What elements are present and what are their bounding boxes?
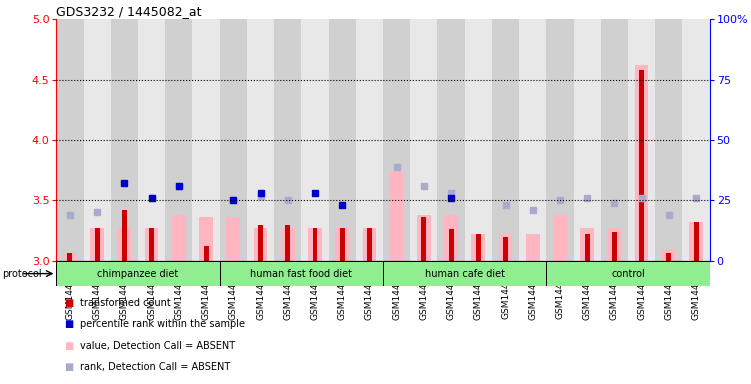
Bar: [274, 19, 301, 261]
Bar: [339, 228, 345, 261]
Bar: [192, 19, 219, 261]
Bar: [421, 217, 427, 261]
Bar: [581, 228, 594, 261]
Bar: [95, 228, 100, 261]
Text: human fast food diet: human fast food diet: [250, 268, 352, 279]
Bar: [417, 215, 430, 261]
Bar: [199, 217, 213, 261]
Bar: [281, 228, 294, 261]
Text: ■: ■: [64, 298, 73, 308]
Bar: [165, 19, 192, 261]
Bar: [90, 228, 104, 261]
Bar: [308, 228, 321, 261]
Bar: [689, 222, 703, 261]
Bar: [628, 19, 655, 261]
Bar: [356, 19, 383, 261]
Bar: [683, 19, 710, 261]
Text: chimpanzee diet: chimpanzee diet: [98, 268, 179, 279]
Bar: [612, 232, 617, 261]
Bar: [666, 253, 671, 261]
Text: transformed count: transformed count: [80, 298, 171, 308]
Bar: [410, 19, 437, 261]
Bar: [694, 222, 698, 261]
Bar: [601, 19, 628, 261]
Bar: [476, 234, 481, 261]
Bar: [118, 228, 131, 261]
Bar: [445, 215, 458, 261]
Bar: [285, 225, 290, 261]
Text: ■: ■: [64, 341, 73, 351]
Bar: [492, 19, 519, 261]
Text: human cafe diet: human cafe diet: [424, 268, 505, 279]
Bar: [465, 19, 492, 261]
Bar: [56, 19, 83, 261]
Bar: [383, 261, 547, 286]
Bar: [219, 19, 247, 261]
Bar: [519, 19, 546, 261]
Bar: [547, 261, 710, 286]
Bar: [172, 215, 185, 261]
Text: ■: ■: [64, 362, 73, 372]
Bar: [138, 19, 165, 261]
Bar: [390, 171, 403, 261]
Bar: [219, 261, 383, 286]
Bar: [122, 210, 127, 261]
Bar: [258, 225, 263, 261]
Bar: [472, 234, 485, 261]
Text: rank, Detection Call = ABSENT: rank, Detection Call = ABSENT: [80, 362, 231, 372]
Bar: [503, 237, 508, 261]
Bar: [301, 19, 328, 261]
Bar: [585, 234, 590, 261]
Text: control: control: [611, 268, 645, 279]
Bar: [639, 70, 644, 261]
Bar: [145, 228, 158, 261]
Bar: [254, 228, 267, 261]
Bar: [63, 253, 77, 261]
Bar: [448, 229, 454, 261]
Text: percentile rank within the sample: percentile rank within the sample: [80, 319, 246, 329]
Text: protocol: protocol: [2, 268, 42, 279]
Bar: [56, 261, 219, 286]
Bar: [662, 249, 676, 261]
Bar: [635, 65, 648, 261]
Bar: [547, 19, 574, 261]
Bar: [367, 228, 372, 261]
Bar: [247, 19, 274, 261]
Text: value, Detection Call = ABSENT: value, Detection Call = ABSENT: [80, 341, 236, 351]
Bar: [227, 217, 240, 261]
Bar: [574, 19, 601, 261]
Bar: [363, 228, 376, 261]
Bar: [328, 19, 356, 261]
Bar: [499, 234, 512, 261]
Bar: [111, 19, 138, 261]
Bar: [149, 228, 154, 261]
Bar: [608, 228, 621, 261]
Bar: [204, 246, 209, 261]
Text: ■: ■: [64, 319, 73, 329]
Text: GDS3232 / 1445082_at: GDS3232 / 1445082_at: [56, 5, 202, 18]
Bar: [336, 228, 349, 261]
Bar: [68, 253, 72, 261]
Bar: [312, 228, 318, 261]
Bar: [553, 215, 567, 261]
Bar: [655, 19, 683, 261]
Bar: [526, 234, 539, 261]
Bar: [437, 19, 465, 261]
Bar: [383, 19, 410, 261]
Bar: [83, 19, 111, 261]
